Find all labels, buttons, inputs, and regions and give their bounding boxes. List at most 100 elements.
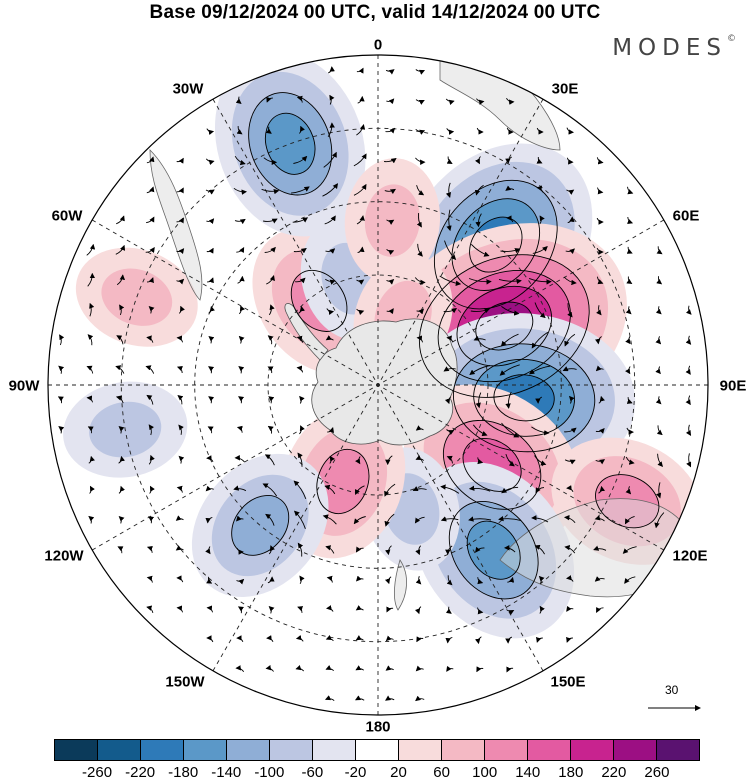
wind-vector-88 [386, 248, 395, 255]
wind-vector-39 [505, 156, 512, 164]
wind-vector-261 [235, 515, 244, 522]
wind-vector-187 [475, 392, 482, 409]
wind-vector-152 [500, 333, 519, 347]
wind-vector-144 [208, 336, 215, 344]
wind-vector-209 [531, 426, 550, 436]
wind-vector-45 [205, 189, 215, 195]
wind-vector-63 [206, 218, 215, 225]
wind-vector-76 [596, 217, 604, 225]
wind-vector-146 [267, 335, 274, 345]
wind-vector-254 [625, 486, 632, 495]
wind-vector-303 [415, 576, 422, 585]
wind-vector-46 [233, 187, 247, 195]
wind-vector-105 [295, 277, 306, 284]
wind-vector-345 [385, 665, 394, 671]
wind-vector-264 [322, 514, 337, 525]
wind-vector-335 [445, 636, 453, 644]
wind-vector-222 [297, 452, 303, 467]
wind-vector-258 [148, 516, 155, 524]
wind-vector-221 [264, 454, 275, 466]
wind-vector-234 [657, 453, 663, 467]
wind-vector-273 [594, 515, 605, 522]
colorbar-tick-label: 220 [601, 764, 627, 781]
wind-vector-29 [205, 158, 215, 165]
wind-vector-183 [238, 396, 245, 404]
wind-vector-90 [444, 240, 457, 261]
wind-vector-38 [475, 156, 481, 165]
wind-vector-256 [88, 515, 95, 524]
wind-vector-134 [567, 303, 573, 318]
wind-vector-153 [531, 331, 549, 349]
wind-vector-262 [265, 513, 275, 526]
wind-vector-227 [446, 455, 453, 464]
wind-vector-139 [59, 334, 65, 346]
wind-vector-218 [178, 455, 185, 464]
wind-vector-115 [596, 276, 604, 285]
wind-vector-131 [470, 308, 491, 314]
wind-vector-223 [329, 455, 335, 464]
wind-vector-229 [505, 453, 515, 467]
wind-vector-137 [655, 306, 662, 315]
wind-vector-70 [416, 213, 422, 228]
wind-vector-166 [267, 366, 274, 374]
wind-vector-51 [384, 188, 396, 195]
wind-vector-121 [178, 305, 185, 314]
wind-vector-66 [292, 217, 309, 223]
wind-vector-161 [115, 365, 125, 374]
wind-vector-21 [415, 128, 426, 135]
wind-vector-294 [146, 575, 153, 583]
wind-vector-16 [265, 126, 272, 134]
wind-vector-168 [443, 366, 456, 372]
wind-vector-31 [263, 157, 278, 165]
wind-vector-203 [299, 425, 305, 435]
wind-vector-291 [564, 544, 576, 554]
wind-vector-26 [566, 127, 574, 135]
wind-vector-101 [176, 278, 185, 285]
wind-vector-263 [293, 510, 306, 529]
wind-vector-155 [595, 336, 602, 345]
wind-vector-65 [263, 218, 278, 224]
wind-vector-208 [501, 422, 520, 438]
wind-vector-281 [268, 545, 275, 555]
wind-vector-296 [206, 576, 213, 584]
wind-vector-74 [539, 215, 545, 225]
brand-text: MODES [612, 35, 727, 61]
colorbar-tick-label: 140 [515, 764, 541, 781]
wind-vector-78 [86, 243, 96, 256]
colorbar-segment-4 [227, 740, 270, 760]
wind-vector-177 [57, 396, 64, 404]
wind-vector-232 [595, 459, 606, 465]
wind-vector-269 [468, 516, 492, 522]
lon-label-30w: 30W [172, 80, 204, 98]
wind-vector-201 [236, 425, 243, 433]
wind-vector-336 [475, 636, 482, 645]
graticule [48, 55, 708, 715]
wind-vector-202 [267, 425, 274, 434]
wind-vector-325 [566, 605, 574, 612]
wind-vector-42 [596, 157, 604, 165]
wind-vector-255 [656, 482, 662, 499]
wind-vector-189 [535, 396, 543, 404]
anomaly-contour-10-3 [264, 112, 316, 175]
wind-vector-339 [566, 636, 573, 643]
wind-vector-329 [266, 635, 274, 642]
wind-vector-34 [353, 153, 367, 167]
wind-vector-95 [596, 247, 604, 255]
wind-vector-239 [176, 485, 183, 493]
wind-vector-17 [298, 125, 305, 134]
wind-vector-9 [386, 98, 395, 105]
wind-vector-248 [440, 484, 460, 494]
colorbar-tick-label: -140 [211, 764, 242, 781]
wind-vector-53 [445, 182, 452, 198]
wind-vector-326 [596, 606, 604, 614]
wind-vector-49 [322, 183, 339, 197]
wind-vector-147 [296, 335, 303, 343]
wind-vector-301 [355, 575, 364, 582]
wind-vector-274 [624, 515, 635, 525]
wind-vector-352 [385, 695, 395, 701]
colorbar-tick-label: -20 [344, 764, 367, 781]
wind-vector-109 [414, 277, 426, 285]
wind-vector-283 [325, 545, 335, 554]
wind-vector-126 [326, 308, 335, 315]
wind-vector-193 [655, 396, 662, 405]
